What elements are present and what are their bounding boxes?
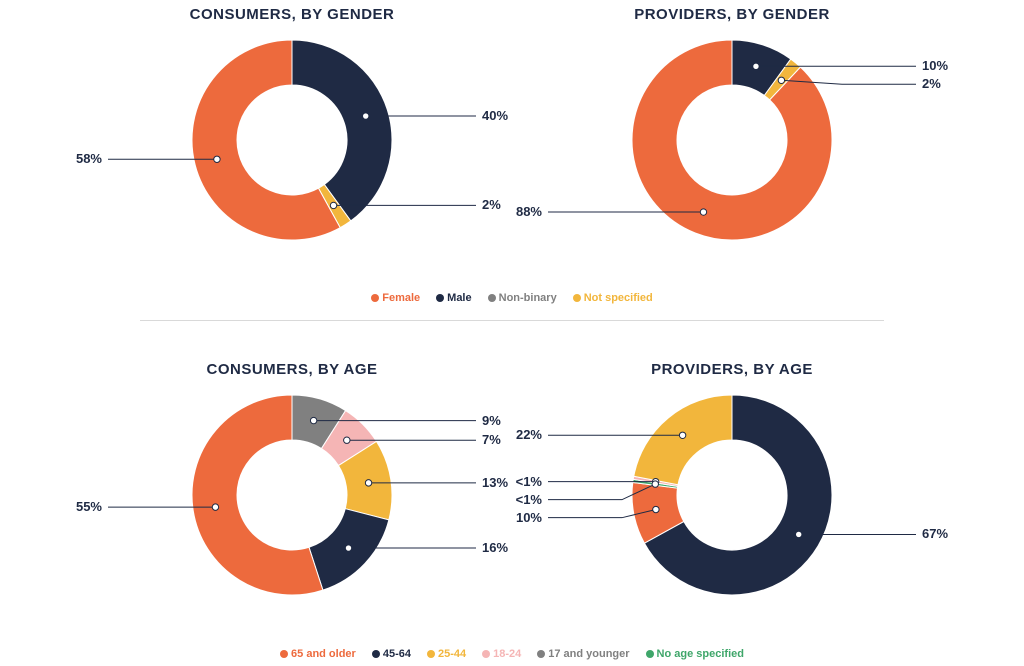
title-providers-gender: PROVIDERS, BY GENDER xyxy=(512,6,952,23)
slice-label: 2% xyxy=(482,197,501,212)
donut xyxy=(632,395,832,595)
donut xyxy=(192,40,392,240)
panel-providers-gender: PROVIDERS, BY GENDER 88% 10% 2% xyxy=(512,0,952,280)
section-divider xyxy=(140,320,884,321)
legend-item: 18-24 xyxy=(482,648,521,660)
slice-label: 7% xyxy=(482,432,501,447)
slice-label: 9% xyxy=(482,413,501,428)
legend-age: 65 and older 45-64 25-44 18-24 17 and younge… xyxy=(0,648,1024,660)
legend-label: 18-24 xyxy=(493,648,521,660)
panel-consumers-gender: CONSUMERS, BY GENDER 58% 40% 2% xyxy=(72,0,512,280)
legend-swatch xyxy=(436,294,444,302)
panel-consumers-age: CONSUMERS, BY AGE 55% 9% 7% 13% 16% xyxy=(72,355,512,635)
legend-gender: Female Male Non-binary Not specified xyxy=(0,292,1024,304)
legend-swatch xyxy=(573,294,581,302)
slice-label: 55% xyxy=(76,499,102,514)
legend-item: 45-64 xyxy=(372,648,411,660)
page-root: CONSUMERS, BY GENDER 58% 40% 2% PROVIDERS,… xyxy=(0,0,1024,666)
slice-label: 2% xyxy=(922,76,941,91)
legend-item: Not specified xyxy=(573,292,653,304)
legend-swatch xyxy=(646,650,654,658)
slice-label: 88% xyxy=(516,204,542,219)
row-gender: CONSUMERS, BY GENDER 58% 40% 2% PROVIDERS,… xyxy=(0,0,1024,280)
slice-label: <1% xyxy=(516,474,542,489)
slice-label: <1% xyxy=(516,492,542,507)
legend-swatch xyxy=(372,650,380,658)
slice-label: 10% xyxy=(516,510,542,525)
legend-label: Male xyxy=(447,292,471,304)
slice-label: 40% xyxy=(482,108,508,123)
legend-swatch xyxy=(482,650,490,658)
legend-label: No age specified xyxy=(657,648,744,660)
legend-swatch xyxy=(280,650,288,658)
legend-item: No age specified xyxy=(646,648,744,660)
slice-label: 16% xyxy=(482,540,508,555)
slice-label: 10% xyxy=(922,58,948,73)
legend-swatch xyxy=(537,650,545,658)
legend-label: Non-binary xyxy=(499,292,557,304)
slice-label: 67% xyxy=(922,526,948,541)
legend-item: 65 and older xyxy=(280,648,356,660)
slice-label: 58% xyxy=(76,151,102,166)
slice-label: 22% xyxy=(516,427,542,442)
title-consumers-gender: CONSUMERS, BY GENDER xyxy=(72,6,512,23)
legend-label: Female xyxy=(382,292,420,304)
legend-item: Female xyxy=(371,292,420,304)
legend-label: 25-44 xyxy=(438,648,466,660)
donut xyxy=(632,40,832,240)
donut-slice xyxy=(632,40,832,240)
legend-item: 25-44 xyxy=(427,648,466,660)
title-providers-age: PROVIDERS, BY AGE xyxy=(512,361,952,378)
panel-providers-age: PROVIDERS, BY AGE 22% <1% <1% 10% 67% xyxy=(512,355,952,635)
legend-label: Not specified xyxy=(584,292,653,304)
donut-slice xyxy=(309,509,389,590)
legend-item: Male xyxy=(436,292,471,304)
legend-item: 17 and younger xyxy=(537,648,629,660)
legend-label: 45-64 xyxy=(383,648,411,660)
slice-label: 13% xyxy=(482,475,508,490)
legend-swatch xyxy=(488,294,496,302)
row-age: CONSUMERS, BY AGE 55% 9% 7% 13% 16% PROVIDER… xyxy=(0,355,1024,635)
legend-label: 65 and older xyxy=(291,648,356,660)
legend-swatch xyxy=(427,650,435,658)
legend-label: 17 and younger xyxy=(548,648,629,660)
legend-item: Non-binary xyxy=(488,292,557,304)
title-consumers-age: CONSUMERS, BY AGE xyxy=(72,361,512,378)
donut xyxy=(192,395,392,595)
legend-swatch xyxy=(371,294,379,302)
donut-slice xyxy=(634,395,732,485)
